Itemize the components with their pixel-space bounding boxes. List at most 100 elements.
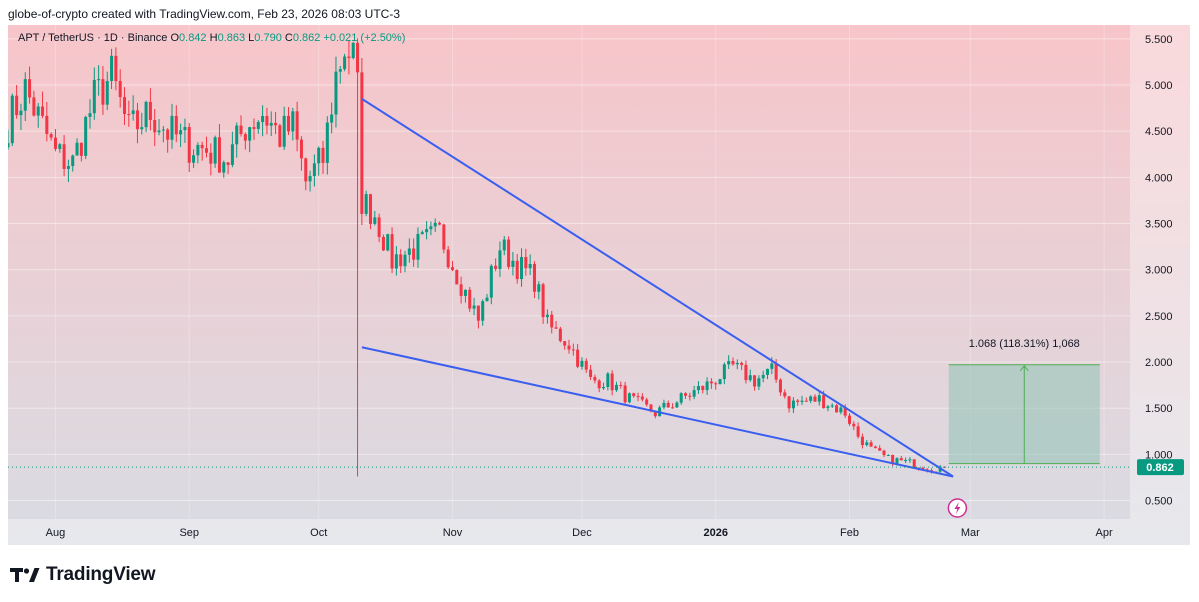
candle-body bbox=[49, 134, 53, 138]
candle-body bbox=[235, 125, 239, 145]
candle-body bbox=[438, 222, 442, 225]
candle-body bbox=[511, 260, 515, 267]
candle-body bbox=[593, 376, 597, 381]
x-tick-label: 2026 bbox=[703, 527, 727, 539]
candle-body bbox=[571, 349, 575, 351]
candle-body bbox=[507, 239, 511, 267]
candle-body bbox=[58, 144, 62, 149]
candle-body bbox=[256, 122, 260, 129]
x-tick-label: Sep bbox=[179, 527, 199, 539]
candle-body bbox=[416, 233, 420, 260]
legend-change: +0.021 (+2.50%) bbox=[323, 32, 406, 44]
candle-body bbox=[753, 375, 757, 387]
candle-body bbox=[36, 106, 40, 116]
candle-body bbox=[15, 95, 19, 116]
legend-open: O0.842 bbox=[170, 32, 206, 44]
candle-body bbox=[343, 56, 347, 70]
candle-body bbox=[403, 254, 407, 267]
candle-body bbox=[127, 114, 131, 116]
candle-body bbox=[886, 454, 890, 456]
legend-high-label: H bbox=[209, 32, 218, 44]
symbol-title[interactable]: APT / TetherUS · 1D · Binance bbox=[18, 32, 168, 44]
candle-body bbox=[550, 314, 554, 328]
candle-body bbox=[381, 236, 385, 251]
candle-body bbox=[835, 405, 839, 413]
y-tick-label: 4.500 bbox=[1145, 126, 1173, 138]
candle-body bbox=[140, 127, 144, 130]
legend-open-value: 0.842 bbox=[179, 32, 207, 44]
y-tick-label: 0.500 bbox=[1145, 496, 1173, 508]
candle-body bbox=[446, 249, 450, 268]
candle-body bbox=[192, 155, 196, 163]
candle-body bbox=[774, 363, 778, 380]
candle-body bbox=[286, 115, 291, 132]
tradingview-logo-icon bbox=[10, 568, 40, 582]
candle-body bbox=[321, 147, 325, 163]
price-chart[interactable]: 5.500 5.000 4.500 4.000 3.500 3.000 2.500 2.000… bbox=[8, 25, 1190, 545]
candle-body bbox=[330, 114, 334, 123]
candle-body bbox=[187, 126, 191, 163]
chart-credit: globe-of-crypto created with TradingView… bbox=[8, 7, 400, 21]
last-price-tag-text: 0.862 bbox=[1146, 462, 1174, 474]
candle-body bbox=[640, 396, 644, 400]
candle-body bbox=[502, 239, 506, 251]
candle-body bbox=[252, 127, 256, 129]
candle-body bbox=[822, 395, 826, 409]
candle-body bbox=[53, 137, 57, 149]
candle-body bbox=[541, 284, 545, 318]
candle-body bbox=[839, 407, 843, 413]
candle-body bbox=[865, 442, 869, 446]
candle-body bbox=[278, 125, 282, 147]
y-tick-label: 5.500 bbox=[1145, 34, 1173, 46]
candle-body bbox=[377, 217, 381, 237]
candle-body bbox=[891, 454, 895, 464]
y-tick-label: 2.500 bbox=[1145, 311, 1173, 323]
candle-body bbox=[97, 79, 101, 81]
tradingview-logo[interactable]: TradingView bbox=[10, 564, 156, 586]
candle-body bbox=[567, 345, 571, 350]
candle-body bbox=[662, 402, 666, 408]
candle-body bbox=[722, 364, 726, 380]
candle-body bbox=[787, 396, 791, 409]
candle-body bbox=[554, 327, 558, 329]
candle-body bbox=[904, 460, 908, 462]
candle-body bbox=[843, 407, 847, 416]
candle-body bbox=[386, 234, 390, 251]
candle-body bbox=[248, 127, 252, 141]
candle-body bbox=[41, 106, 45, 116]
candle-body bbox=[878, 448, 882, 451]
legend-low: L0.790 bbox=[248, 32, 282, 44]
candle-body bbox=[412, 248, 416, 260]
candle-body bbox=[84, 116, 88, 156]
candle-body bbox=[735, 362, 739, 365]
lightning-event-icon[interactable] bbox=[947, 498, 968, 518]
candle-body bbox=[179, 130, 183, 135]
x-tick-label: Apr bbox=[1096, 527, 1113, 539]
candle-body bbox=[92, 79, 96, 114]
candle-body bbox=[908, 459, 912, 461]
legend-high-value: 0.863 bbox=[217, 32, 246, 44]
candle-body bbox=[584, 360, 588, 370]
candle-body bbox=[433, 222, 437, 227]
candle-body bbox=[304, 158, 308, 182]
candle-body bbox=[356, 42, 360, 73]
candle-body bbox=[580, 360, 584, 367]
candle-body bbox=[895, 458, 899, 464]
candle-body bbox=[679, 393, 683, 403]
x-tick-label: Mar bbox=[961, 527, 980, 539]
candle-body bbox=[701, 386, 705, 391]
candle-body bbox=[28, 79, 32, 98]
candle-body bbox=[174, 115, 178, 135]
candle-body bbox=[209, 152, 213, 164]
x-tick-label: Nov bbox=[443, 527, 463, 539]
candle-body bbox=[873, 446, 877, 449]
candle-body bbox=[200, 144, 204, 149]
candle-body bbox=[770, 363, 774, 369]
candle-body bbox=[614, 384, 618, 391]
candle-body bbox=[114, 55, 118, 82]
candle-body bbox=[636, 396, 640, 398]
candle-body bbox=[597, 380, 601, 389]
chart-area[interactable]: 5.500 5.000 4.500 4.000 3.500 3.000 2.500 2.000… bbox=[8, 25, 1190, 545]
candle-body bbox=[222, 162, 226, 173]
candle-body bbox=[744, 364, 748, 381]
